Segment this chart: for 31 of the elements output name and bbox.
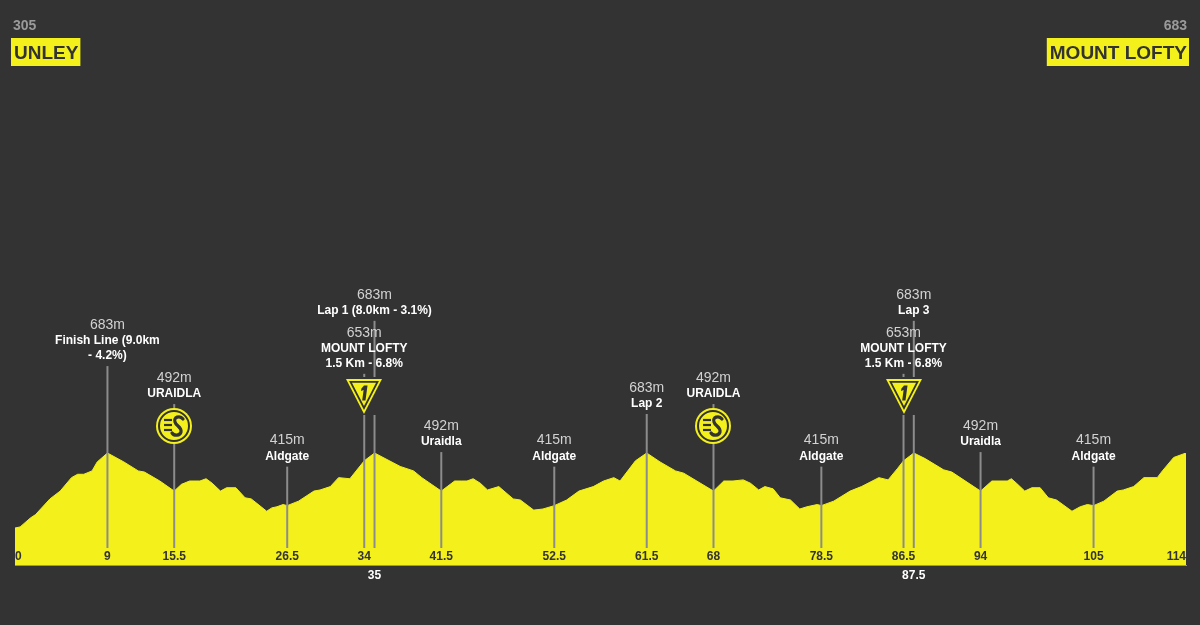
x-tick-label: 86.5 bbox=[891, 549, 916, 564]
x-tick-label: 41.5 bbox=[429, 549, 454, 564]
ref-line-label: 683m Lap 3 bbox=[896, 285, 932, 318]
ref-line-label: 653m MOUNT LOFTY 1.5 Km - 6.8% bbox=[320, 323, 408, 371]
ref-line-label: 683m Finish Line (9.0km - 4.2%) bbox=[55, 315, 160, 363]
ref-line-label: 415m Aldgate bbox=[799, 431, 844, 463]
ref-line-label: 415m Aldgate bbox=[532, 431, 577, 463]
x-tick-label: 0 bbox=[15, 549, 22, 564]
x2-tick-label: 87.5 bbox=[902, 567, 926, 582]
ref-line-label: 683m Lap 2 bbox=[629, 378, 665, 411]
x-tick-label: 78.5 bbox=[809, 549, 834, 564]
x-tick-label: 105 bbox=[1083, 549, 1104, 564]
x-tick-label: 52.5 bbox=[542, 549, 567, 564]
ref-line-label: 415m Aldgate bbox=[265, 431, 310, 463]
ref-line-label: 492m URAIDLA bbox=[686, 368, 741, 401]
x-tick-label: 15.5 bbox=[162, 549, 187, 564]
ref-line-label: 683m Lap 1 (8.0km - 3.1%) bbox=[317, 285, 432, 318]
x-tick-label: 114 bbox=[1166, 549, 1187, 564]
x-tick-label: 9 bbox=[104, 549, 112, 564]
x2-tick-label: 35 bbox=[367, 567, 382, 582]
ref-line-label: 492m Uraidla bbox=[960, 416, 1002, 449]
x-tick-label: 34 bbox=[357, 549, 372, 564]
ref-line-label: 492m Uraidla bbox=[420, 416, 462, 449]
ref-line-label: 415m Aldgate bbox=[1071, 431, 1116, 463]
x-tick-label: 26.5 bbox=[275, 549, 300, 564]
text: 305 UNLEY bbox=[13, 16, 79, 63]
x-tick-label: 68 bbox=[706, 549, 721, 564]
ref-line-label: 492m URAIDLA bbox=[147, 368, 202, 401]
x-tick-label: 94 bbox=[973, 549, 988, 564]
x-tick-label: 61.5 bbox=[635, 549, 659, 564]
text: 683 MOUNT LOFTY bbox=[1049, 16, 1188, 63]
